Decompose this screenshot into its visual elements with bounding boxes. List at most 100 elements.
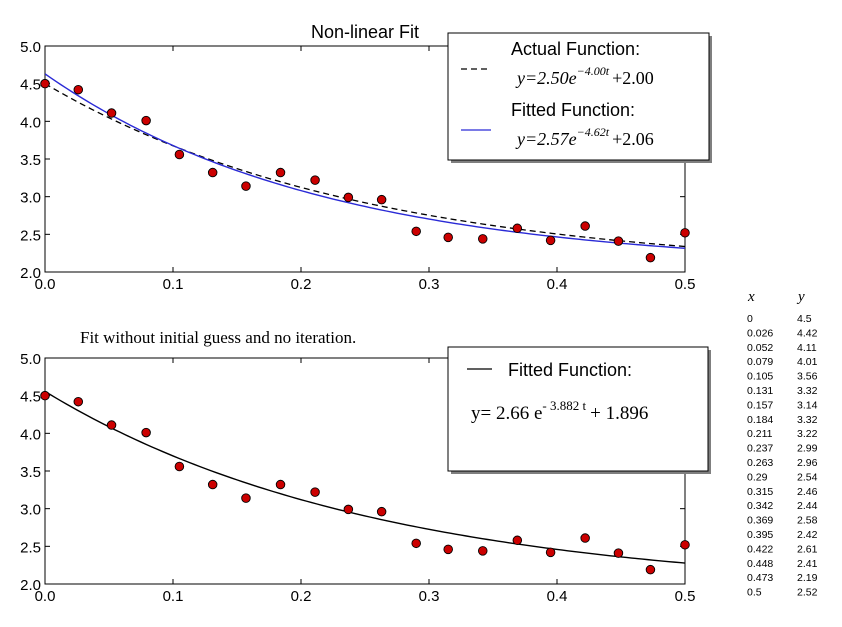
table-row: 0.211 3.22: [747, 428, 818, 440]
table-row: 0.157 3.14: [747, 399, 818, 411]
table-cell-x: 0.184: [747, 414, 773, 426]
table-row: 0.342 2.44: [747, 500, 818, 512]
table-row: 0.184 3.32: [747, 414, 818, 426]
data-point: [207, 167, 218, 178]
table-row: 0.448 2.41: [747, 558, 818, 570]
table-row: 0.131 3.32: [747, 385, 818, 397]
table-cell-x: 0.131: [747, 385, 773, 397]
table-cell-y: 2.19: [797, 572, 818, 584]
table-cell-x: 0.5: [747, 587, 762, 599]
table-row: 0.105 3.56: [747, 371, 818, 383]
table-cell-x: 0.422: [747, 543, 773, 555]
legend-box: [447, 32, 710, 161]
legend-label: Actual Function:: [511, 39, 640, 59]
data-point: [545, 235, 556, 246]
table-cell-x: 0: [747, 313, 753, 325]
table-cell-y: 4.5: [797, 313, 812, 325]
data-point: [310, 175, 320, 185]
table-cell-x: 0.079: [747, 356, 773, 368]
series-line-1: [45, 390, 685, 564]
table-cell-x: 0.237: [747, 443, 773, 455]
table-cell-y: 3.32: [797, 414, 818, 426]
legend-box: [447, 346, 709, 472]
y-tick-label: 3.5: [20, 464, 41, 481]
table-cell-y: 3.22: [797, 428, 818, 440]
table-cell-x: 0.315: [747, 486, 773, 498]
data-point: [207, 479, 218, 490]
y-tick-label: 3.5: [20, 152, 41, 169]
legend: Actual Function: y=2.50e−4.00t +2.00 Fitted…: [447, 32, 712, 163]
table-row: 0.395 2.42: [747, 529, 818, 541]
data-point: [310, 487, 320, 497]
table-row: 0.369 2.58: [747, 515, 818, 527]
data-table: x y0 4.50.026 4.420.052 4.110.079 4.010.105 3.…: [747, 289, 818, 599]
table-cell-x: 0.395: [747, 529, 773, 541]
data-point: [680, 540, 690, 550]
legend-label: Fitted Function:: [508, 360, 632, 380]
table-row: 0.263 2.96: [747, 457, 818, 469]
data-point: [73, 396, 84, 407]
data-point: [411, 538, 421, 549]
chart-title: Fit without initial guess and no iterati…: [80, 328, 356, 347]
table-cell-x: 0.157: [747, 399, 773, 411]
y-tick-label: 4.0: [20, 426, 41, 443]
data-point: [241, 493, 251, 503]
table-cell-y: 2.41: [797, 558, 818, 570]
data-point: [241, 181, 251, 191]
table-header-y: y: [796, 289, 805, 305]
table-row: 0.026 4.42: [747, 327, 818, 339]
x-tick-label: 0.0: [35, 276, 56, 293]
x-tick-label: 0.3: [419, 588, 440, 605]
data-point: [613, 236, 624, 246]
data-point: [106, 420, 117, 430]
formula-prefix: y=2.57e: [515, 129, 577, 149]
formula-suffix: +2.06: [612, 129, 654, 149]
table-cell-y: 3.14: [797, 399, 818, 411]
data-point: [478, 546, 488, 556]
legend-formula: y= 2.66 e- 3.882 t + 1.896: [471, 398, 648, 424]
table-cell-y: 4.11: [797, 342, 817, 354]
legend: Fitted Function: y= 2.66 e- 3.882 t + 1.89…: [447, 346, 711, 474]
chart-2: Fit without initial guess and no iterati…: [20, 328, 711, 605]
table-cell-y: 2.44: [797, 500, 818, 512]
data-point: [512, 535, 523, 546]
y-tick-label: 5.0: [20, 39, 41, 56]
table-cell-y: 4.01: [797, 356, 818, 368]
data-point: [376, 194, 387, 205]
x-tick-label: 0.1: [163, 588, 184, 605]
x-tick-label: 0.5: [675, 276, 696, 293]
data-point: [680, 228, 690, 238]
table-cell-x: 0.026: [747, 327, 773, 339]
data-point: [645, 564, 656, 575]
y-tick-label: 4.0: [20, 114, 41, 131]
table-cell-x: 0.052: [747, 342, 773, 354]
formula-exponent: −4.62t: [577, 125, 610, 139]
table-cell-y: 2.46: [797, 486, 818, 498]
data-point: [613, 548, 624, 558]
x-tick-label: 0.3: [419, 276, 440, 293]
y-tick-label: 4.5: [20, 77, 41, 94]
data-point: [40, 390, 50, 401]
data-point: [478, 234, 488, 244]
x-tick-label: 0.4: [547, 276, 568, 293]
legend-formula: y=2.57e−4.62t +2.06: [515, 125, 654, 149]
formula-suffix: +2.00: [612, 68, 654, 88]
data-point: [545, 547, 556, 558]
data-point: [174, 149, 185, 160]
legend-label: Fitted Function:: [511, 100, 635, 120]
table-cell-y: 2.42: [797, 529, 818, 541]
legend-formula: y=2.50e−4.00t +2.00: [515, 64, 654, 88]
table-cell-y: 4.42: [797, 327, 818, 339]
chart-title: Non-linear Fit: [311, 22, 419, 42]
x-tick-label: 0.2: [291, 276, 312, 293]
data-point: [73, 84, 84, 95]
formula-suffix: + 1.896: [590, 403, 648, 424]
data-point: [343, 192, 354, 203]
y-tick-label: 2.5: [20, 539, 41, 556]
table-cell-y: 2.96: [797, 457, 818, 469]
y-tick-label: 5.0: [20, 351, 41, 368]
data-point: [443, 232, 453, 243]
data-point: [580, 533, 590, 543]
series-line-1: [45, 83, 685, 248]
